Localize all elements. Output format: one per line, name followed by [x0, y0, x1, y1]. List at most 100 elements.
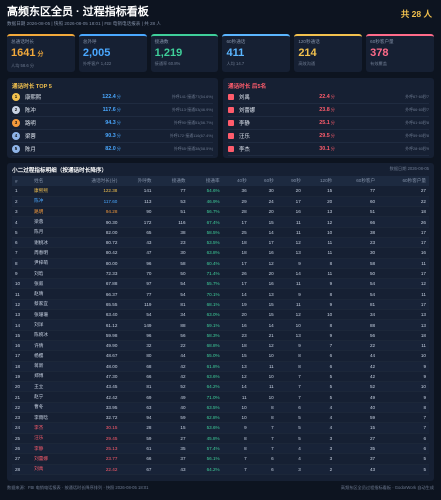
table-cell: 65	[120, 227, 155, 238]
table-cell: 9	[276, 258, 304, 269]
kpi-value: 1,219	[155, 47, 215, 59]
table-cell: 43	[120, 237, 155, 249]
table-cell: 17	[12, 350, 32, 362]
table-cell: 59.1%	[188, 319, 223, 331]
table-cell: 汪乐	[31, 433, 66, 444]
table-cell: 周春明	[31, 247, 66, 259]
table-cell: 55.0%	[188, 350, 223, 362]
table-cell: 20	[249, 268, 277, 280]
table-cell: 4	[276, 453, 304, 465]
table-cell: 60	[335, 196, 379, 208]
rank-row: 4 梁蓉 90.3分 外呼172·接通116(67.4%)	[12, 130, 213, 143]
table-cell: 赵宁	[31, 391, 66, 403]
kpi-row: 总通话时长 1641 分人均 58.6 分 总外呼 2,005 外呼客户 1,422 接通数…	[7, 34, 434, 72]
table-cell: 65.55	[65, 299, 121, 311]
table-row: 2 陈冲 117.60 113 53 46.9% 29 24 17 20 60 22	[12, 196, 429, 208]
table-cell: 刘洋	[31, 319, 66, 331]
unit: 分	[330, 94, 335, 99]
table-date: 数据日期 2026-08-05	[389, 166, 429, 171]
name: 路明	[25, 121, 36, 127]
note: 外呼65·接通38(58.5%)	[173, 146, 213, 151]
kpi-label: 120秒通话	[298, 39, 320, 44]
kpi-value: 378	[370, 47, 430, 59]
name: 李静	[239, 121, 250, 127]
table-cell: 55.7%	[188, 278, 223, 290]
table-cell: 43.45	[65, 381, 121, 393]
table-cell: 54	[154, 278, 189, 290]
name: 陈冲	[25, 108, 36, 114]
value-number: 117.6	[102, 107, 116, 113]
table-cell: 71.4%	[188, 268, 223, 280]
table-cell: 58	[154, 258, 189, 269]
table-cell: 34	[335, 309, 379, 321]
table-cell: 张叙	[31, 278, 66, 290]
note: 外呼28·60秒9	[405, 146, 429, 151]
note: 外呼66·60秒7	[405, 107, 429, 112]
kpi-sub: 人均 14.7	[226, 61, 245, 66]
table-cell: 66.37	[65, 288, 121, 300]
value-number: 25.1	[319, 120, 330, 126]
table-cell: 56	[154, 330, 189, 341]
table-cell: 7	[303, 340, 336, 352]
value: 25.1分	[299, 120, 335, 126]
table-row: 9 刘晗 72.33 70 50 71.4% 26 20 14 11 50 17	[12, 268, 429, 280]
unit: 分	[116, 107, 121, 112]
table-cell: 15	[249, 299, 277, 311]
kpi-value: 411	[226, 47, 286, 59]
table-cell: 5	[378, 464, 429, 475]
kpi-number: 411	[226, 47, 245, 59]
table-cell: 53.5%	[188, 237, 223, 249]
table-cell: 58.3%	[188, 330, 223, 341]
table-row: 5 陈月 82.00 65 38 58.5% 25 14 11 10 38 17	[12, 227, 429, 238]
table-cell: 57.4%	[188, 443, 223, 455]
footer-left: 数据来源：FBI 电销电话报表 · 按通话时长降序排列 · 快照 2026-08…	[7, 485, 149, 490]
table-cell: 67.4%	[188, 216, 223, 228]
table-cell: 63	[120, 402, 155, 414]
table-cell: 张珊珊	[31, 309, 66, 321]
table-row: 26 李静 25.13 61 35 57.4% 8 7 4 3 35 6	[12, 443, 429, 455]
value-number: 23.8	[319, 107, 330, 113]
name: 康熙熙	[25, 95, 42, 101]
table-cell: 15	[303, 186, 336, 197]
table-cell: 53.6%	[188, 422, 223, 434]
table-cell: 69	[120, 391, 155, 403]
column-header: 外呼数	[120, 176, 155, 186]
value: 122.4分	[85, 94, 121, 100]
table-cell: 61.12	[65, 319, 121, 331]
table-cell: 81	[335, 299, 379, 311]
table-cell: 56.1%	[188, 453, 223, 465]
table-cell: 陈冲	[31, 196, 66, 208]
table-cell: 38	[154, 227, 189, 238]
table-row: 15 陈婉冰 59.98 96 56 58.3% 23 21 13 9 56 18	[12, 330, 429, 341]
rank-row: 刘禹 22.4分 外呼67·60秒7	[228, 91, 429, 104]
kpi-card: 总通话时长 1641 分人均 58.6 分	[7, 34, 75, 72]
table-cell: 23	[222, 330, 250, 341]
table-cell: 9	[378, 371, 429, 383]
table-cell: 13	[378, 319, 429, 331]
column-header: 60秒	[249, 176, 277, 186]
table-cell: 10	[249, 350, 277, 362]
table-cell: 4	[303, 422, 336, 434]
table-cell: 10	[12, 278, 32, 290]
table-cell: 曹冬	[31, 402, 66, 414]
table-cell: 36	[222, 186, 250, 197]
table-row: 7 周春明 80.42 47 30 63.8% 18 16 13 11 30 16	[12, 247, 429, 259]
table-cell: 14	[276, 268, 304, 280]
table-cell: 20	[249, 206, 277, 218]
rank-row: 1 康熙熙 122.4分 外呼141·接通77(54.6%)	[12, 91, 213, 104]
kpi-number: 2,005	[82, 47, 111, 59]
table-cell: 33.95	[65, 402, 121, 414]
kpi-number: 214	[298, 47, 317, 59]
table-cell: 22.42	[65, 464, 121, 475]
table-cell: 14	[12, 319, 32, 331]
note: 外呼141·接通77(54.6%)	[171, 94, 213, 99]
table-cell: 10	[249, 371, 277, 383]
table-cell: 15	[154, 422, 189, 434]
table-cell: 52	[154, 381, 189, 393]
table-cell: 12	[276, 237, 304, 249]
table-cell: 77	[120, 288, 155, 300]
table-cell: 63.40	[65, 309, 121, 321]
name: 梁蓉	[25, 134, 36, 140]
unit: 分	[330, 133, 335, 138]
top5-panel: 通话时长 TOP 5 1 康熙熙 122.4分 外呼141·接通77(54.6%) 2 陈…	[7, 78, 218, 158]
